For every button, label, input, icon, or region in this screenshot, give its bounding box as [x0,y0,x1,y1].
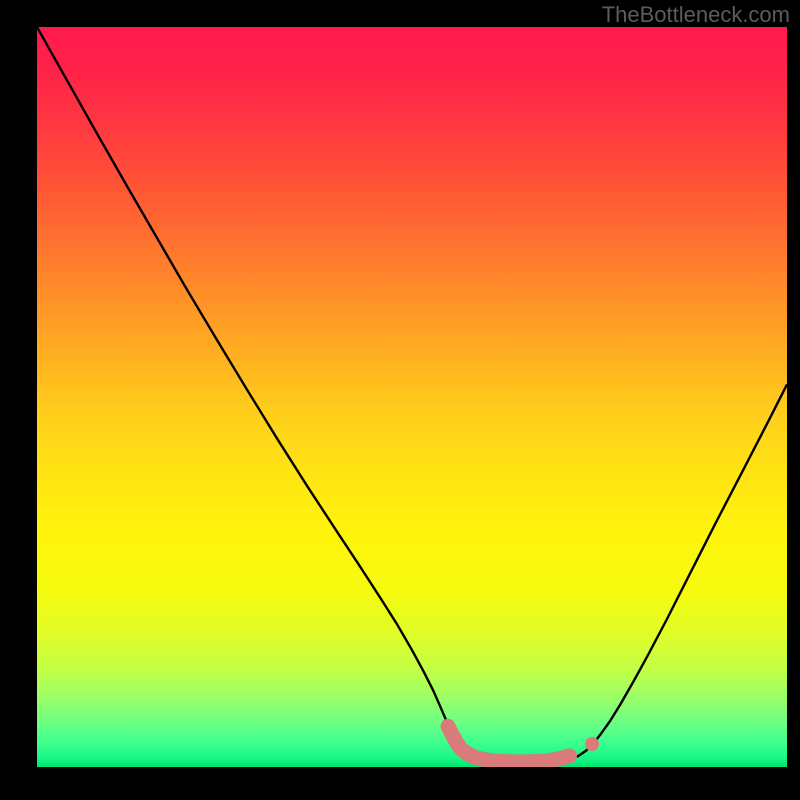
chart-frame: TheBottleneck.com [0,0,800,800]
watermark-text: TheBottleneck.com [602,2,790,28]
gradient-bg [37,27,787,767]
plot-area [37,27,787,767]
highlight-dot [585,737,599,751]
chart-svg [37,27,787,767]
